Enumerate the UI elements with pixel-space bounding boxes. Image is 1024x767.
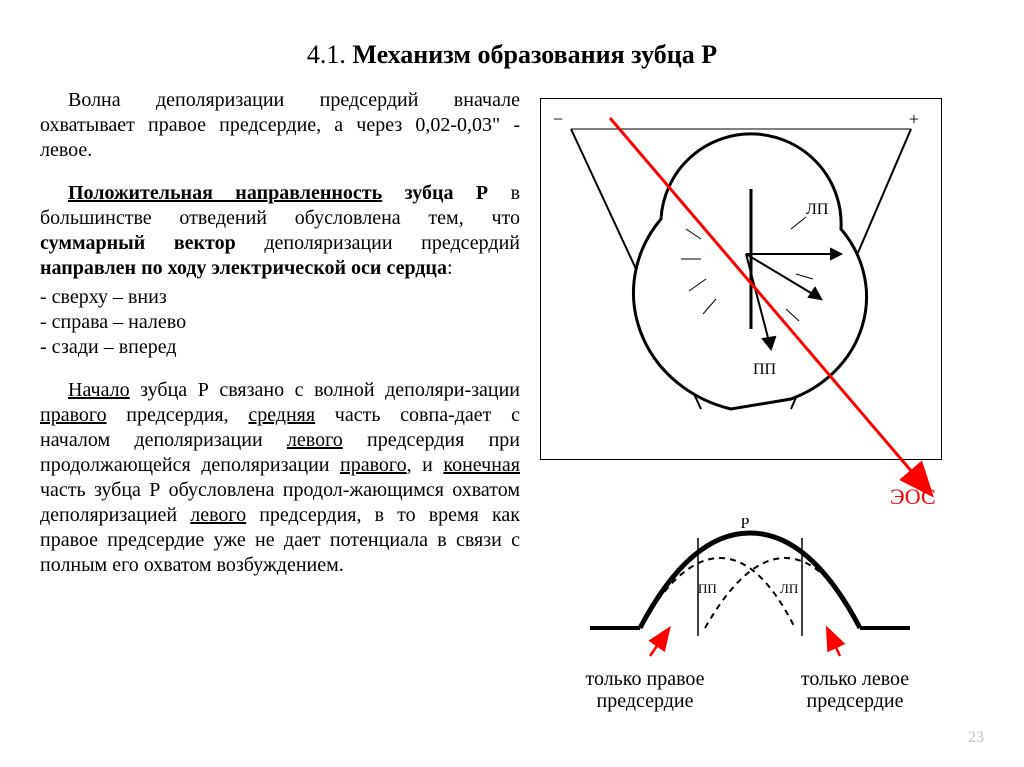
para-1: Волна деполяризации предсердий вначале о… [40,88,520,163]
wave-caption: только правое предсердие только левое пр… [540,668,960,712]
svg-text:Р: Р [741,518,750,532]
page-number: 23 [968,729,984,747]
para-3: Начало зубца Р связано с волной деполяри… [40,378,520,578]
pp-label-svg: ПП [753,361,777,378]
dir-item-3: - сзади – вперед [40,335,520,360]
slide-title: 4.1. Механизм образования зубца Р [40,40,984,70]
heart-svg: ЛП ПП [541,99,941,459]
para-2: Положительная направленность зубца Р в б… [40,181,520,281]
title-text: Механизм образования зубца Р [352,40,717,69]
figure-column: − + [540,88,984,596]
caption-left: только правое предсердие [540,668,750,712]
text-column: Волна деполяризации предсердий вначале о… [40,88,520,596]
caption-right: только левое предсердие [750,668,960,712]
dir-item-1: - сверху – вниз [40,285,520,310]
lp-label-svg: ЛП [806,201,829,218]
heart-diagram: − + [540,98,942,460]
plus-sign: + [909,109,919,130]
title-number: 4.1. [307,40,346,69]
minus-sign: − [553,109,563,130]
direction-list: - сверху – вниз - справа – налево - сзад… [40,285,520,360]
svg-text:ЛП: ЛП [780,581,798,596]
dir-item-2: - справа – налево [40,310,520,335]
p-wave-diagram: Р ПП ЛП [580,518,920,658]
svg-text:ПП: ПП [698,581,717,596]
eos-label: ЭОС [890,484,936,510]
